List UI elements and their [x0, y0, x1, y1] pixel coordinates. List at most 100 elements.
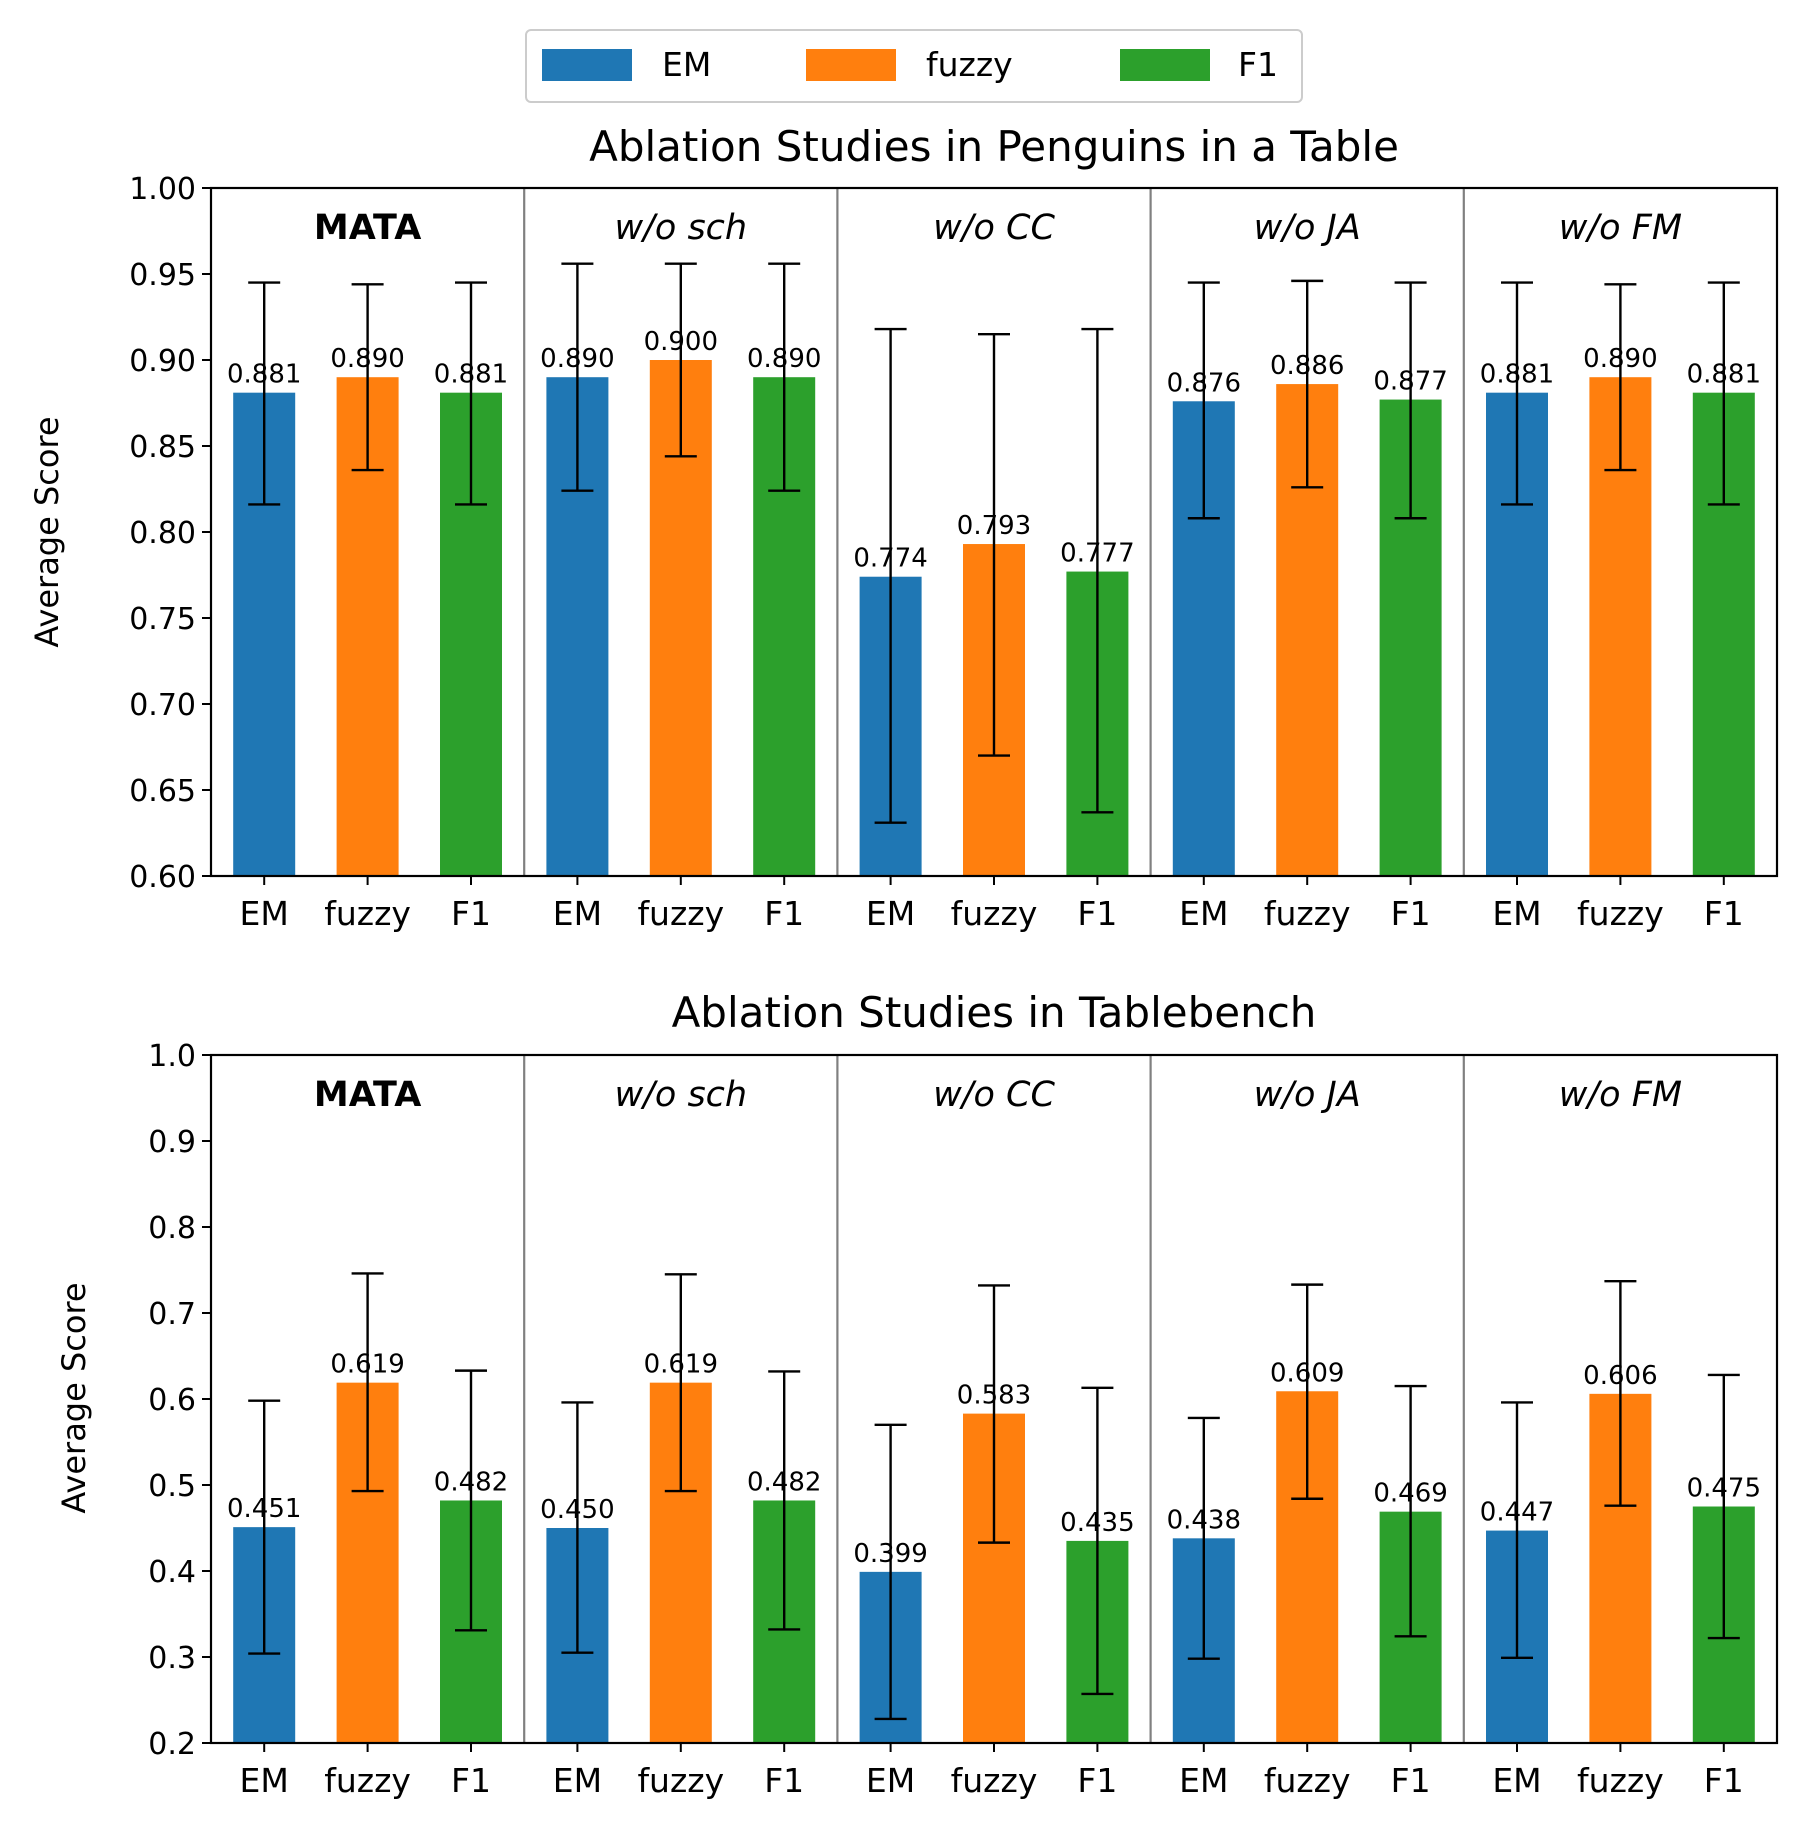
x-tick-label: F1 [764, 894, 804, 933]
value-label: 0.606 [1583, 1361, 1657, 1391]
value-label: 0.877 [1373, 367, 1447, 397]
plot-area-tablebench: MATA 0.451 EM 0.619 fuzzy 0.482 F1 w/o sch 0.450… [148, 1039, 1779, 1800]
legend-label-fuzzy: fuzzy [926, 45, 1013, 84]
chart-title-penguins: Ablation Studies in Penguins in a Table [589, 122, 1399, 171]
group-label: w/o sch [614, 208, 747, 248]
value-label: 0.609 [1270, 1358, 1344, 1388]
x-tick-label: fuzzy [637, 894, 724, 933]
legend-label-em: EM [662, 45, 711, 84]
group-label: MATA [314, 208, 421, 248]
y-tick-label: 0.5 [148, 1469, 196, 1504]
value-label: 0.881 [434, 360, 508, 390]
group-label: w/o CC [933, 208, 1055, 248]
y-tick-label: 0.8 [148, 1211, 196, 1246]
value-label: 0.876 [1167, 368, 1241, 398]
y-tick-label: 0.65 [129, 774, 196, 809]
x-tick-label: F1 [1704, 894, 1744, 933]
y-axis-label-tablebench: Average Score [55, 1282, 93, 1513]
x-tick-label: F1 [451, 1761, 491, 1800]
x-tick-label: fuzzy [951, 1761, 1038, 1800]
x-tick-label: fuzzy [951, 894, 1038, 933]
group-label: w/o FM [1559, 1075, 1682, 1115]
value-label: 0.890 [330, 344, 404, 374]
value-label: 0.469 [1373, 1479, 1447, 1509]
y-tick-label: 0.4 [148, 1555, 196, 1590]
y-tick-label: 0.95 [129, 258, 196, 293]
plot-frame [209, 186, 1779, 878]
y-tick-label: 0.3 [148, 1641, 196, 1676]
y-tick-label: 0.80 [129, 516, 196, 551]
value-label: 0.482 [747, 1467, 821, 1497]
x-tick-label: EM [866, 894, 915, 933]
legend-swatch-em [542, 49, 632, 81]
value-label: 0.886 [1270, 351, 1344, 381]
value-label: 0.583 [957, 1381, 1031, 1411]
chart-penguins: Ablation Studies in Penguins in a Table … [28, 122, 1779, 933]
value-label: 0.900 [644, 327, 718, 357]
x-tick-label: EM [1492, 894, 1541, 933]
value-label: 0.447 [1480, 1498, 1554, 1528]
value-label: 0.793 [957, 511, 1031, 541]
y-tick-label: 0.2 [148, 1727, 196, 1762]
y-tick-label: 1.0 [148, 1039, 196, 1074]
value-label: 0.475 [1687, 1474, 1761, 1504]
chart-tablebench: Ablation Studies in Tablebench Average S… [55, 988, 1779, 1800]
x-tick-label: F1 [451, 894, 491, 933]
y-tick-label: 0.85 [129, 430, 196, 465]
x-tick-label: F1 [1077, 1761, 1117, 1800]
legend-label-f1: F1 [1238, 45, 1278, 84]
y-axis-label-penguins: Average Score [28, 416, 66, 647]
value-label: 0.438 [1167, 1505, 1241, 1535]
value-label: 0.881 [1687, 360, 1761, 390]
plot-area-penguins: MATA 0.881 EM 0.890 fuzzy 0.881 F1 w/o sch 0.890… [129, 172, 1779, 933]
x-tick-label: EM [1179, 1761, 1228, 1800]
value-label: 0.482 [434, 1467, 508, 1497]
group-label: w/o JA [1254, 1075, 1361, 1115]
legend-frame [525, 29, 1303, 103]
value-label: 0.435 [1060, 1508, 1134, 1538]
y-tick-label: 0.7 [148, 1297, 196, 1332]
value-label: 0.619 [644, 1350, 718, 1380]
legend: EM fuzzy F1 [525, 29, 1303, 103]
legend-swatch-fuzzy [806, 49, 896, 81]
x-tick-label: EM [240, 894, 289, 933]
group-label: MATA [314, 1075, 421, 1115]
x-tick-label: fuzzy [1264, 894, 1351, 933]
value-label: 0.450 [540, 1495, 614, 1525]
x-tick-label: EM [553, 1761, 602, 1800]
group-label: w/o CC [933, 1075, 1055, 1115]
value-label: 0.777 [1060, 539, 1134, 569]
value-label: 0.881 [1480, 360, 1554, 390]
value-label: 0.890 [1583, 344, 1657, 374]
group-label: w/o JA [1254, 208, 1361, 248]
y-tick-label: 0.6 [148, 1383, 196, 1418]
x-tick-label: F1 [1704, 1761, 1744, 1800]
value-label: 0.890 [540, 344, 614, 374]
x-tick-label: fuzzy [1577, 1761, 1664, 1800]
value-label: 0.451 [227, 1494, 301, 1524]
value-label: 0.774 [853, 544, 927, 574]
y-tick-label: 1.00 [129, 172, 196, 207]
x-tick-label: EM [866, 1761, 915, 1800]
x-tick-label: EM [240, 1761, 289, 1800]
y-tick-label: 0.90 [129, 344, 196, 379]
legend-swatch-f1 [1120, 49, 1210, 81]
x-tick-label: F1 [764, 1761, 804, 1800]
x-tick-label: fuzzy [1264, 1761, 1351, 1800]
x-tick-label: EM [1179, 894, 1228, 933]
value-label: 0.399 [853, 1539, 927, 1569]
value-label: 0.881 [227, 360, 301, 390]
x-tick-label: EM [553, 894, 602, 933]
x-tick-label: F1 [1391, 1761, 1431, 1800]
group-label: w/o FM [1559, 208, 1682, 248]
y-tick-label: 0.70 [129, 688, 196, 723]
plot-frame [209, 1053, 1779, 1745]
x-tick-label: fuzzy [637, 1761, 724, 1800]
x-tick-label: fuzzy [1577, 894, 1664, 933]
group-label: w/o sch [614, 1075, 747, 1115]
value-label: 0.890 [747, 344, 821, 374]
value-label: 0.619 [330, 1350, 404, 1380]
x-tick-label: fuzzy [324, 1761, 411, 1800]
x-tick-label: fuzzy [324, 894, 411, 933]
chart-title-tablebench: Ablation Studies in Tablebench [672, 988, 1317, 1037]
